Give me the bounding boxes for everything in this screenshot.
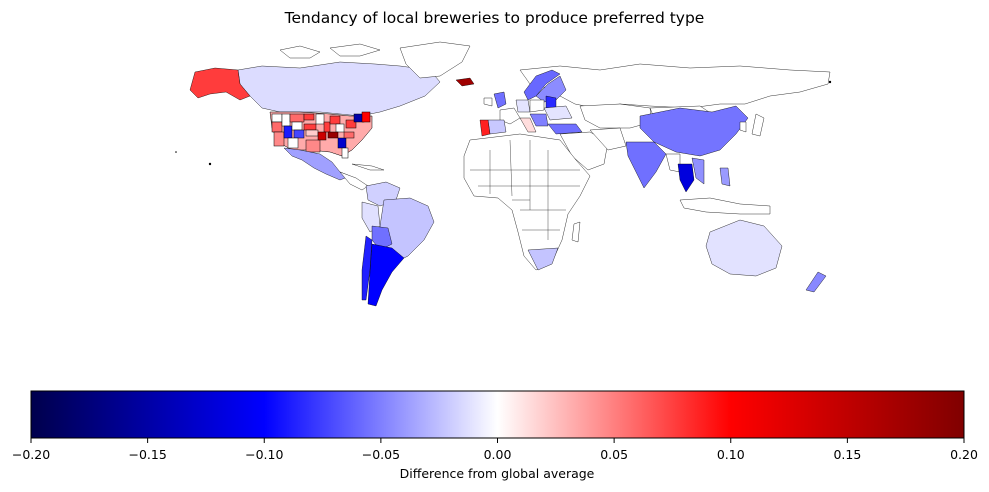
colorbar-ticks: −0.20 −0.15 −0.10 −0.05 0.00 0.05 0.10 0.15 0.20 <box>12 438 978 462</box>
region-uk <box>493 91 507 109</box>
region-us-state-mn <box>315 113 325 125</box>
region-us-state-co <box>293 129 305 139</box>
colorbar-tick-label: 0.00 <box>484 447 512 462</box>
region-arctic-islands <box>279 43 381 59</box>
region-balkans <box>529 113 549 127</box>
region-central-america <box>339 171 369 191</box>
region-iceland <box>455 77 475 87</box>
colorbar-tick-label: 0.20 <box>950 447 978 462</box>
region-japan <box>751 113 765 137</box>
region-indonesia <box>679 197 771 215</box>
region-norway <box>523 69 561 101</box>
region-turkey <box>547 123 583 135</box>
colorbar-tick-label: −0.05 <box>362 447 400 462</box>
region-china <box>639 105 749 157</box>
region-us-state-ca <box>273 131 285 147</box>
region-chile <box>361 235 373 301</box>
colorbar-tick-label: −0.20 <box>12 447 50 462</box>
region-us-state-az <box>287 137 299 149</box>
region-us-state-ne-coast <box>361 111 371 123</box>
region-us-state-tx <box>305 139 321 153</box>
region-pacific-island <box>175 151 177 153</box>
colorbar-gradient <box>30 390 965 439</box>
region-italy <box>519 117 537 133</box>
region-ireland <box>483 97 493 107</box>
region-hawaii <box>208 162 212 166</box>
region-philippines <box>719 167 731 187</box>
region-africa-borders <box>470 139 580 240</box>
region-pacific-island-2 <box>828 80 832 84</box>
region-alaska <box>189 67 251 101</box>
region-thailand <box>677 163 695 193</box>
region-greenland <box>399 41 471 79</box>
region-us-state-il <box>323 121 331 133</box>
region-new-zealand <box>805 271 827 293</box>
region-russia <box>519 63 831 109</box>
region-south-africa <box>527 247 559 271</box>
region-canada <box>237 61 441 117</box>
colorbar-tick-label: 0.15 <box>833 447 861 462</box>
region-france <box>499 107 521 125</box>
region-madagascar <box>571 221 581 243</box>
region-australia <box>705 219 783 277</box>
region-argentina <box>367 243 405 307</box>
region-us-state-oh <box>335 123 345 133</box>
region-ukraine <box>543 105 573 121</box>
region-us-state-mi <box>329 115 341 125</box>
colorbar-tick-label: 0.05 <box>600 447 628 462</box>
region-poland <box>529 99 545 113</box>
region-caribbean <box>351 163 385 171</box>
colorbar-tick-label: −0.10 <box>245 447 283 462</box>
region-us-state-fl <box>341 147 349 159</box>
region-vietnam <box>691 157 705 185</box>
region-portugal <box>479 119 491 137</box>
region-us-state-mo <box>317 131 327 141</box>
region-korea <box>739 121 747 133</box>
region-us-state-pa <box>345 119 357 129</box>
chart-title: Tendancy of local breweries to produce p… <box>284 9 705 27</box>
region-iran <box>589 127 627 151</box>
region-us-state-nc <box>343 131 355 139</box>
region-india <box>625 141 667 189</box>
colorbar-tick-label: 0.10 <box>717 447 745 462</box>
colorbar-tick-label: −0.15 <box>128 447 166 462</box>
colorbar-label: Difference from global average <box>400 466 595 481</box>
region-us-state-nd <box>303 113 315 121</box>
region-us-state-ky <box>327 131 339 139</box>
